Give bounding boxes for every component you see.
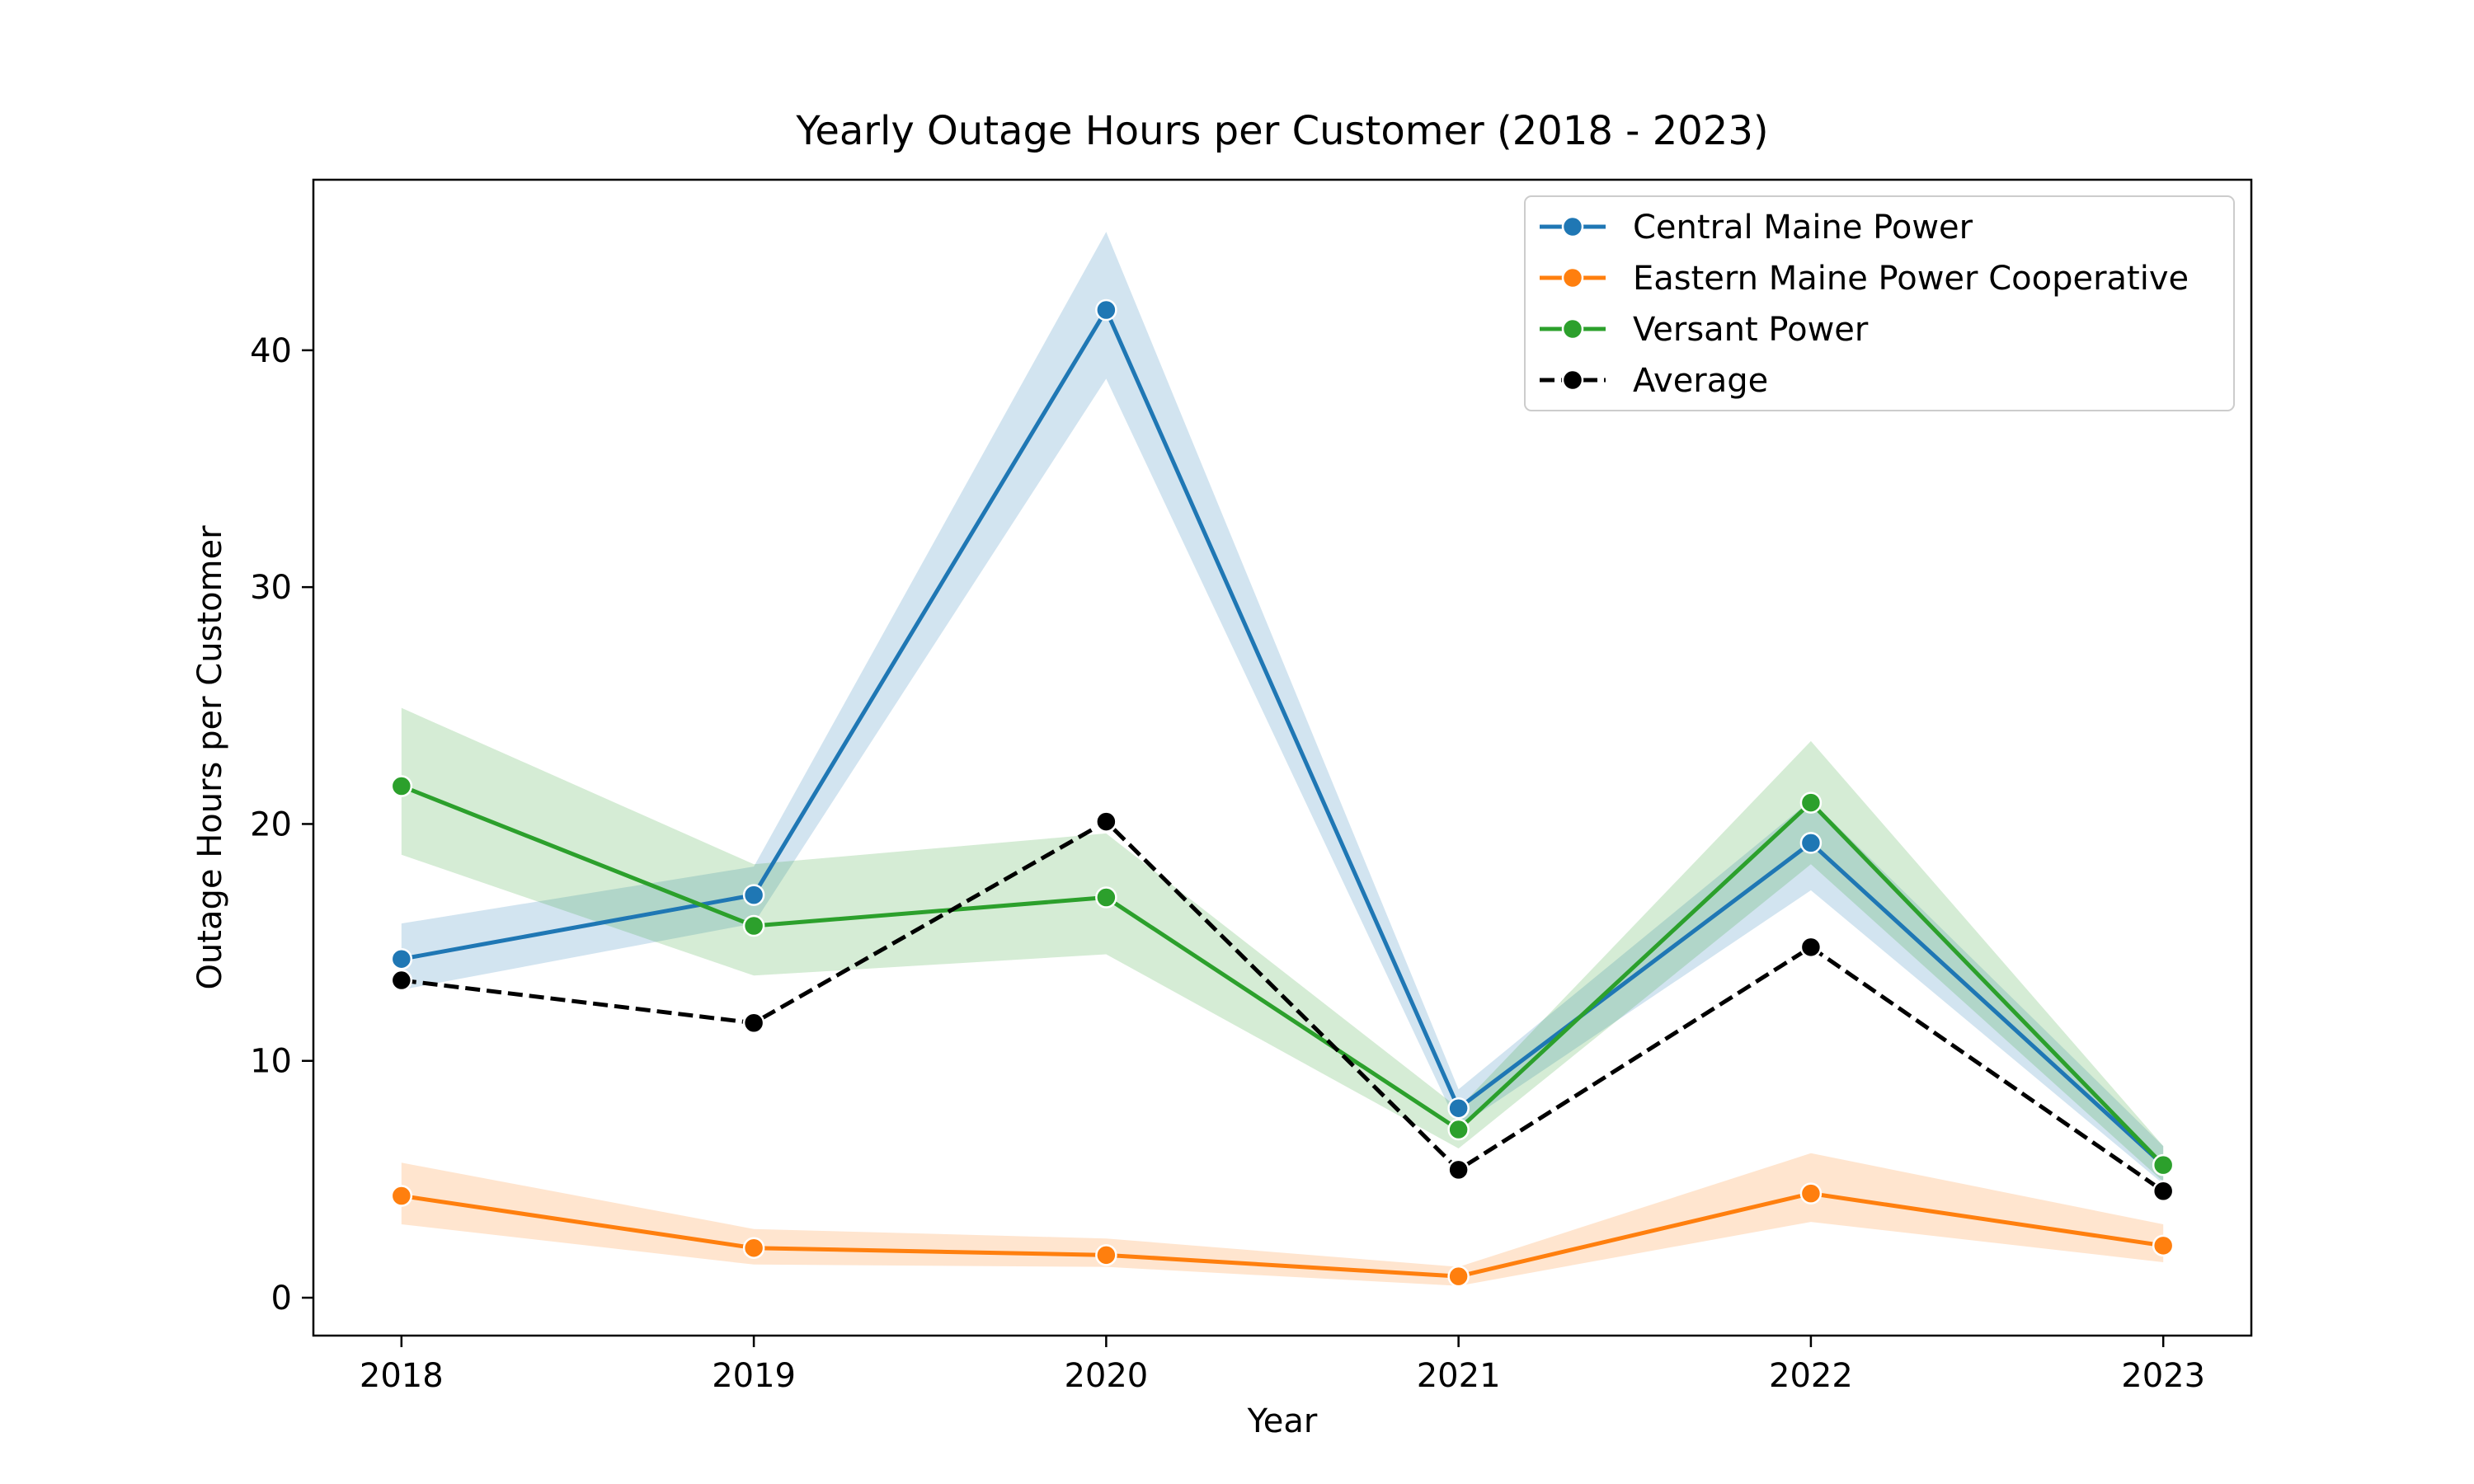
x-tick-label-2021: 2021	[1417, 1357, 1501, 1395]
versant-power-line	[400, 784, 2165, 1167]
average-point-2018	[390, 969, 413, 992]
versant-power-point-2020	[1095, 886, 1117, 909]
x-tick-label-2023: 2023	[2121, 1357, 2205, 1395]
central-maine-power-point-2021	[1447, 1097, 1470, 1120]
legend-marker-average	[1561, 369, 1584, 392]
x-tick-label-2022: 2022	[1769, 1357, 1853, 1395]
eastern-maine-power-cooperative-point-2021	[1447, 1265, 1470, 1288]
legend-items: Central Maine Power Eastern Maine Power C…	[1540, 209, 2189, 400]
legend: Central Maine Power Eastern Maine Power C…	[1524, 195, 2235, 411]
legend-label-central-maine-power: Central Maine Power	[1633, 209, 1973, 247]
x-axis: 2018 2019 2020 2021 2022 2023	[360, 1336, 2205, 1395]
eastern-maine-power-cooperative-point-2022	[1799, 1182, 1823, 1205]
versant-power-point-2022	[1799, 791, 1823, 814]
central-maine-power-point-2022	[1799, 832, 1823, 854]
x-tick-label-2020: 2020	[1064, 1357, 1148, 1395]
central-maine-power-point-2019	[742, 884, 765, 906]
eastern-maine-power-cooperative-line	[401, 1191, 2164, 1279]
legend-frame	[1524, 195, 2235, 411]
central-maine-power-point-2018	[390, 947, 413, 970]
legend-label-average: Average	[1633, 362, 1768, 400]
average-point-2022	[1799, 936, 1823, 959]
series-markers	[390, 298, 2175, 1288]
versant-power-band	[401, 707, 2164, 1182]
y-tick-label-10: 10	[250, 1043, 292, 1081]
central-maine-power-point-2020	[1095, 298, 1117, 322]
plot-frame	[312, 178, 2253, 1337]
y-tick-label-0: 0	[271, 1280, 292, 1317]
x-tick-label-2019: 2019	[712, 1357, 796, 1395]
y-axis-label: Outage Hours per Customer	[191, 525, 229, 990]
versant-power-point-2023	[2152, 1153, 2175, 1176]
eastern-maine-power-cooperative-point-2020	[1095, 1244, 1117, 1266]
legend-label-versant-power: Versant Power	[1633, 311, 1869, 349]
x-axis-label: Year	[1247, 1402, 1318, 1440]
versant-power-point-2019	[742, 914, 765, 937]
eastern-maine-power-cooperative-band	[401, 1153, 2164, 1286]
legend-marker-eastern-maine-power-cooperative	[1561, 266, 1584, 289]
versant-power-point-2018	[390, 775, 413, 797]
x-tick-label-2018: 2018	[360, 1357, 444, 1395]
y-tick-label-40: 40	[250, 332, 292, 370]
average-point-2023	[2152, 1180, 2175, 1202]
legend-label-eastern-maine-power-cooperative: Eastern Maine Power Cooperative	[1633, 260, 2189, 298]
average-point-2021	[1447, 1158, 1470, 1181]
average-point-2020	[1095, 810, 1117, 833]
chart-title: Yearly Outage Hours per Customer (2018 -…	[795, 108, 1768, 154]
y-tick-label-20: 20	[250, 805, 292, 843]
legend-marker-central-maine-power	[1561, 215, 1584, 238]
series-lines	[400, 308, 2165, 1279]
eastern-maine-power-cooperative-point-2019	[742, 1237, 765, 1259]
versant-power-point-2021	[1447, 1118, 1470, 1141]
eastern-maine-power-cooperative-point-2018	[390, 1185, 413, 1207]
y-axis: 0 10 20 30 40	[250, 332, 313, 1317]
eastern-maine-power-cooperative-point-2023	[2152, 1234, 2175, 1257]
central-maine-power-line	[401, 308, 2165, 1167]
average-line	[401, 819, 2165, 1193]
average-point-2019	[742, 1012, 765, 1035]
legend-marker-versant-power	[1561, 317, 1584, 340]
y-tick-label-30: 30	[250, 569, 292, 607]
